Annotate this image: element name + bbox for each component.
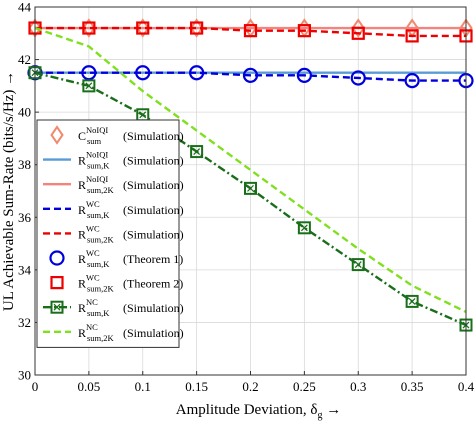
x-tick-label: 0.2 bbox=[242, 379, 258, 394]
y-tick-label: 44 bbox=[18, 0, 32, 15]
series-point bbox=[243, 24, 258, 38]
series-point-cross bbox=[193, 148, 201, 155]
legend-marker bbox=[49, 250, 65, 266]
series-point bbox=[82, 79, 96, 93]
x-tick-label: 0.25 bbox=[293, 379, 316, 394]
legend-label: RWC sum,K (Simulation) bbox=[78, 199, 184, 220]
legend-label: RNoIQI sum,2K (Simulation) bbox=[78, 174, 184, 195]
series-layer bbox=[27, 18, 474, 332]
x-tick-label: 0.3 bbox=[350, 379, 366, 394]
legend-label: RWC sum,2K (Simulation) bbox=[78, 223, 184, 244]
x-axis-label: Amplitude Deviation, δg → bbox=[176, 402, 341, 421]
y-tick-label: 36 bbox=[18, 210, 32, 225]
series-point-cross bbox=[354, 261, 362, 269]
series-line bbox=[35, 26, 466, 38]
series-6 bbox=[28, 21, 473, 43]
series-point bbox=[351, 258, 365, 272]
series-point bbox=[81, 65, 97, 81]
legend-entry: RNC sum,K (Simulation) bbox=[43, 297, 184, 318]
legend-label: RWC sum,2K (Theorem 2) bbox=[78, 273, 183, 294]
x-tick-label: 0.35 bbox=[401, 379, 424, 394]
y-tick-label: 42 bbox=[18, 52, 31, 67]
series-point bbox=[136, 21, 150, 35]
series-7 bbox=[28, 66, 473, 332]
series-point-cross bbox=[85, 82, 93, 90]
legend-entry: RWC sum,K (Theorem 1) bbox=[49, 248, 183, 269]
series-point-cross bbox=[139, 111, 147, 119]
legend-entry: RWC sum,2K (Theorem 2) bbox=[50, 273, 183, 294]
y-tick-label: 38 bbox=[18, 157, 31, 172]
legend-entry: CNoIQI sum (Simulation) bbox=[50, 125, 184, 146]
series-point bbox=[404, 72, 420, 89]
legend-entry: RNoIQI sum,2K (Simulation) bbox=[43, 174, 184, 195]
y-tick-label: 34 bbox=[18, 262, 32, 277]
series-point bbox=[244, 181, 257, 195]
series-point bbox=[189, 18, 204, 38]
x-tick-label: 0 bbox=[32, 379, 39, 394]
series-point bbox=[351, 26, 365, 40]
series-point bbox=[242, 67, 259, 83]
series-point bbox=[405, 294, 419, 308]
series-point-cross bbox=[408, 297, 416, 305]
x-axis-label-subscript: g bbox=[317, 410, 322, 421]
legend-label: CNoIQI sum (Simulation) bbox=[78, 125, 184, 146]
y-axis-label: UL Achievable Sum-Rate (bits/s/Hz) → bbox=[1, 71, 17, 311]
x-tick-label: 0.4 bbox=[458, 379, 474, 394]
series-point bbox=[82, 21, 96, 35]
legend-marker bbox=[50, 125, 64, 145]
series-line bbox=[34, 26, 467, 313]
series-point bbox=[190, 145, 204, 159]
legend-label: RNoIQI sum,K (Simulation) bbox=[78, 150, 184, 171]
series-point bbox=[351, 18, 365, 38]
axis-ticks: 0 0.05 0.1 0.15 0.2 0.25 0.3 0.35 0.4 30 32 34 36 38 4… bbox=[18, 0, 474, 394]
x-tick-label: 0.15 bbox=[185, 379, 208, 394]
series-point bbox=[297, 24, 311, 38]
legend-label: RWC sum,K (Theorem 1) bbox=[78, 248, 183, 269]
legend-marker-cross bbox=[53, 303, 61, 311]
legend: CNoIQI sum (Simulation) RNoIQI sum,K (Simulat… bbox=[36, 119, 184, 348]
series-point bbox=[82, 18, 96, 38]
series-point-cross bbox=[300, 224, 308, 232]
legend-entry: RWC sum,K (Simulation) bbox=[43, 199, 184, 220]
legend-label: RNC sum,K (Simulation) bbox=[78, 297, 184, 318]
series-point bbox=[136, 18, 150, 38]
legend-marker bbox=[50, 276, 64, 290]
legend-entry: RWC sum,2K (Simulation) bbox=[43, 223, 184, 244]
series-point bbox=[135, 65, 151, 81]
y-tick-label: 40 bbox=[18, 105, 31, 120]
series-line bbox=[35, 71, 466, 82]
series-4 bbox=[35, 26, 466, 38]
series-point bbox=[189, 65, 205, 81]
series-point bbox=[350, 70, 366, 86]
x-axis-label-arrow: → bbox=[322, 402, 341, 418]
y-tick-label: 30 bbox=[18, 368, 31, 383]
series-point bbox=[190, 21, 204, 35]
legend-label: RNC sum,2K (Simulation) bbox=[78, 322, 184, 343]
x-axis-label-main: Amplitude Deviation, δ bbox=[176, 402, 318, 418]
series-point bbox=[297, 221, 311, 235]
series-8 bbox=[34, 26, 467, 313]
legend-entry: RNC sum,2K (Simulation) bbox=[43, 322, 184, 343]
legend-entry: RNoIQI sum,K (Simulation) bbox=[43, 150, 184, 171]
series-point bbox=[405, 29, 419, 43]
x-tick-label: 0.1 bbox=[135, 379, 151, 394]
y-tick-label: 32 bbox=[18, 315, 31, 330]
series-point-cross bbox=[247, 184, 254, 192]
series-3 bbox=[35, 71, 466, 82]
series-point bbox=[296, 67, 312, 83]
legend-marker bbox=[50, 300, 64, 314]
x-tick-label: 0.05 bbox=[78, 379, 101, 394]
